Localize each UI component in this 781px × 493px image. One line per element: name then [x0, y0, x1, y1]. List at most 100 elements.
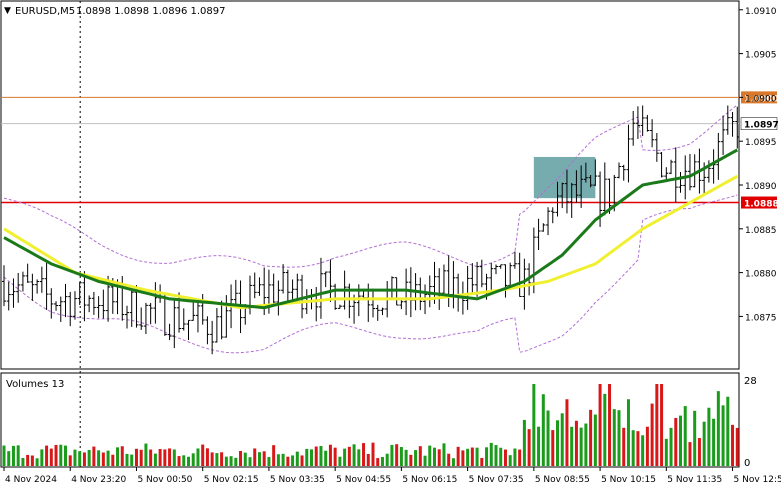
time-tick-label: 5 Nov 04:55 [336, 475, 391, 485]
volume-bar [205, 448, 209, 466]
time-tick-label: 5 Nov 06:15 [402, 475, 457, 485]
volume-bar [314, 446, 318, 466]
volume-bar [215, 453, 219, 466]
volume-bar [347, 446, 351, 466]
volume-bar [338, 456, 342, 466]
volume-bar [210, 452, 214, 466]
time-tick-label: 5 Nov 00:50 [137, 475, 192, 485]
volume-bar [78, 451, 82, 466]
volume-bar [106, 450, 110, 466]
volume-bar [556, 420, 559, 466]
volume-bar [16, 445, 20, 466]
volume-bar [603, 393, 607, 466]
volume-bar [139, 449, 143, 466]
volume-bar [68, 455, 72, 466]
volume-bar [697, 438, 701, 466]
ma-fast-line [3, 148, 739, 310]
volume-bar [537, 426, 541, 466]
price-tick-label: 1.0890 [745, 182, 777, 192]
volume-bar [286, 456, 290, 466]
volume-bar [54, 444, 58, 466]
price-tick-label: 1.0885 [745, 226, 777, 236]
volume-bar [182, 455, 186, 466]
volume-bar [508, 455, 512, 466]
volume-bar [281, 453, 285, 466]
price-tick-label: 1.0880 [745, 270, 777, 280]
volume-bar [579, 427, 583, 466]
volume-bar [395, 444, 399, 466]
volume-bar [92, 446, 96, 466]
volume-bar [134, 448, 138, 466]
level-badge [741, 91, 777, 104]
volume-bar [385, 453, 389, 466]
volume-bar [291, 455, 295, 466]
price-tick-label: 1.0875 [745, 313, 777, 323]
volume-bar [73, 449, 77, 466]
volume-bar [475, 447, 479, 466]
volume-bar [201, 444, 205, 466]
volume-bar [328, 444, 332, 466]
volume-bar [442, 443, 446, 466]
volume-bar [636, 431, 640, 466]
price-tick-label: 1.0910 [745, 7, 777, 17]
volume-bar [196, 448, 200, 466]
volume-layer [2, 384, 739, 466]
volume-bar [589, 409, 593, 466]
volume-bar [352, 444, 356, 466]
volume-bar [172, 449, 176, 466]
volume-bar [30, 455, 34, 466]
volume-bar [310, 449, 313, 466]
volume-bar [64, 445, 67, 466]
volume-bar [513, 448, 517, 466]
volume-bar [418, 446, 422, 466]
volume-bar [518, 449, 522, 466]
volume-bar [461, 450, 465, 466]
volume-bar [451, 458, 455, 466]
volume-bar [305, 448, 309, 466]
ma-layer [3, 148, 739, 310]
volume-bar [300, 455, 304, 466]
volume-bar [295, 451, 299, 466]
volume-bar [97, 450, 101, 466]
symbol-header: EURUSD,M5 [15, 6, 75, 17]
volume-bar [333, 447, 337, 466]
bollinger-layer [3, 104, 738, 354]
volume-bar [645, 426, 649, 466]
volume-bar [494, 445, 498, 466]
volume-bar [111, 454, 115, 466]
volume-bar [693, 410, 697, 466]
volume-pane-frame [0, 372, 740, 468]
volume-bar [324, 450, 328, 466]
volume-bar [380, 457, 384, 466]
volume-bar [428, 445, 432, 466]
volume-bar [669, 427, 673, 466]
volume-bar [570, 426, 574, 466]
volume-bar [35, 458, 39, 466]
volume-bar [153, 453, 157, 466]
volume-bar [187, 456, 190, 466]
volume-bar [276, 454, 280, 466]
time-tick-label: 5 Nov 03:35 [270, 475, 325, 485]
volume-bar [466, 448, 470, 466]
volume-bar [631, 430, 635, 466]
volume-bar [144, 443, 148, 466]
time-tick-label: 5 Nov 07:35 [469, 475, 524, 485]
volume-bar [660, 384, 664, 466]
volume-bar [409, 454, 413, 466]
volume-bar [371, 442, 375, 466]
volume-bar [617, 410, 621, 466]
volume-bar [101, 452, 105, 466]
volume-bar [423, 455, 427, 466]
volume-bar [116, 447, 120, 466]
volume-bar [489, 442, 493, 466]
volume-bar [59, 444, 63, 466]
volume-bar [239, 451, 243, 466]
volume-bar [21, 457, 25, 466]
volume-bar [503, 449, 507, 466]
volume-bar [546, 410, 550, 466]
volume-bar [565, 399, 569, 466]
volume-bar [551, 430, 555, 466]
time-tick-label: 5 Nov 10:15 [601, 475, 656, 485]
volume-bar [40, 449, 44, 466]
